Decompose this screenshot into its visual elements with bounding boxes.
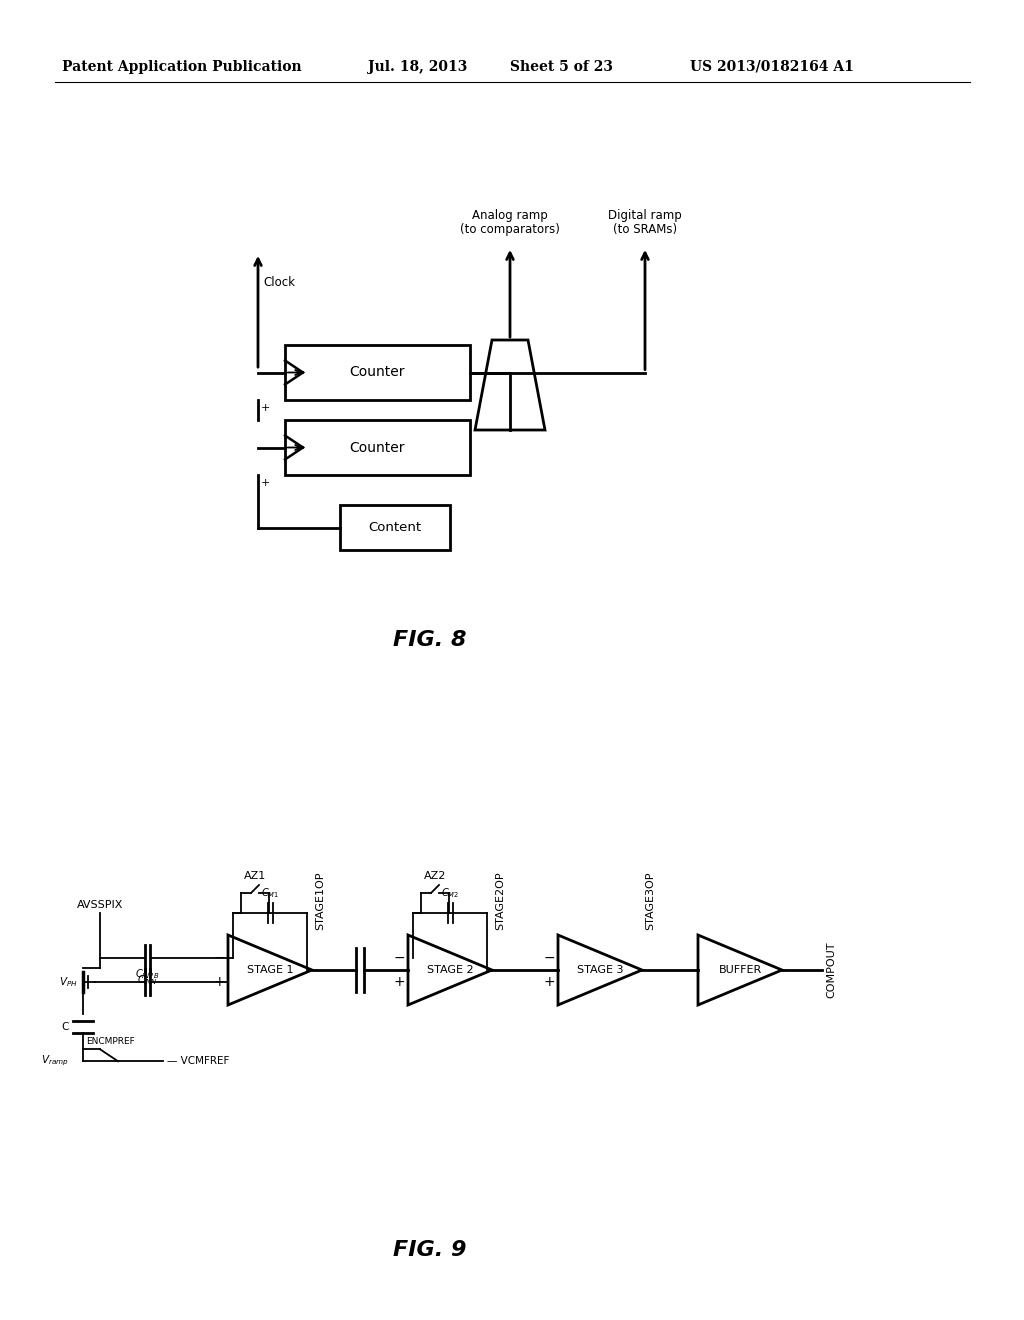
Text: $V_{ramp}$: $V_{ramp}$	[41, 1055, 69, 1068]
Text: AVSSPIX: AVSSPIX	[77, 900, 123, 909]
Text: Jul. 18, 2013: Jul. 18, 2013	[368, 59, 467, 74]
Text: $C_{M1}$: $C_{M1}$	[261, 886, 280, 900]
Text: −: −	[393, 950, 406, 965]
Text: BUFFER: BUFFER	[719, 965, 762, 975]
Text: — VCMFREF: — VCMFREF	[167, 1056, 229, 1067]
Text: $C_{M2}$: $C_{M2}$	[441, 886, 459, 900]
Text: −: −	[544, 950, 555, 965]
FancyBboxPatch shape	[340, 506, 450, 550]
Polygon shape	[475, 341, 545, 430]
Text: (to SRAMs): (to SRAMs)	[613, 223, 677, 236]
Text: Analog ramp: Analog ramp	[472, 209, 548, 222]
Text: +: +	[261, 478, 270, 488]
Text: Content: Content	[369, 521, 422, 535]
Text: STAGE2OP: STAGE2OP	[495, 871, 505, 931]
Text: Sheet 5 of 23: Sheet 5 of 23	[510, 59, 613, 74]
Text: COMPOUT: COMPOUT	[826, 941, 836, 998]
Text: STAGE3OP: STAGE3OP	[645, 871, 655, 931]
Text: ENCMPREF: ENCMPREF	[86, 1038, 135, 1047]
Text: −: −	[213, 950, 225, 965]
Polygon shape	[698, 935, 782, 1005]
Text: AZ2: AZ2	[424, 871, 446, 880]
Text: Clock: Clock	[263, 276, 295, 289]
Text: (to comparators): (to comparators)	[460, 223, 560, 236]
Text: $C_{INN}$: $C_{INN}$	[136, 973, 158, 986]
Text: $V_{PH}$: $V_{PH}$	[59, 975, 78, 989]
Text: Digital ramp: Digital ramp	[608, 209, 682, 222]
Text: +: +	[213, 975, 225, 989]
FancyBboxPatch shape	[285, 345, 470, 400]
Polygon shape	[408, 935, 492, 1005]
Text: FIG. 8: FIG. 8	[393, 630, 467, 649]
Text: Counter: Counter	[350, 366, 406, 380]
Text: Counter: Counter	[350, 441, 406, 454]
Text: STAGE1OP: STAGE1OP	[315, 871, 325, 931]
Text: Patent Application Publication: Patent Application Publication	[62, 59, 302, 74]
Text: $C_{INPB}$: $C_{INPB}$	[135, 968, 159, 981]
Text: C: C	[61, 1022, 69, 1032]
Text: FIG. 9: FIG. 9	[393, 1239, 467, 1261]
Text: +: +	[393, 975, 406, 989]
Text: STAGE 3: STAGE 3	[577, 965, 624, 975]
Text: US 2013/0182164 A1: US 2013/0182164 A1	[690, 59, 854, 74]
Text: +: +	[544, 975, 555, 989]
Text: STAGE 1: STAGE 1	[247, 965, 293, 975]
Polygon shape	[558, 935, 642, 1005]
FancyBboxPatch shape	[285, 420, 470, 475]
Text: STAGE 2: STAGE 2	[427, 965, 473, 975]
Text: AZ1: AZ1	[244, 871, 266, 880]
Text: +: +	[261, 403, 270, 413]
Polygon shape	[228, 935, 312, 1005]
